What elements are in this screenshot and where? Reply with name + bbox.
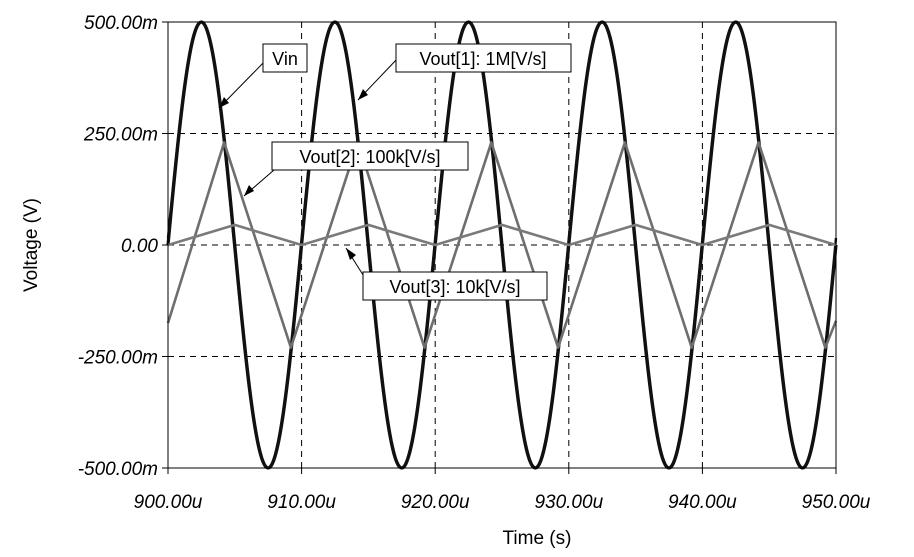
- x-tick-label: 930.00u: [534, 492, 603, 513]
- annotation-vout1-arrow: [358, 89, 368, 100]
- series-line-3: [166, 141, 838, 349]
- y-tick-label: 500.00m: [84, 13, 158, 34]
- series-line-2: [166, 20, 838, 470]
- x-tick-label: 900.00u: [134, 492, 203, 513]
- x-tick-label: 910.00u: [267, 492, 336, 513]
- x-tick-label: 950.00u: [802, 492, 871, 513]
- y-axis-label: Voltage (V): [21, 198, 42, 292]
- annotation-vout2: Vout[2]: 100k[V/s]: [243, 141, 469, 197]
- annotation-vin-box: [262, 43, 308, 73]
- annotation-vout3-text: Vout[3]: 10k[V/s]: [389, 277, 520, 297]
- annotation-vout2-box: [271, 141, 469, 171]
- y-tick-label: 0.00: [121, 236, 158, 257]
- annotation-vout1-text: Vout[1]: 1M[V/s]: [419, 49, 546, 69]
- y-tick-label: 250.00m: [83, 125, 158, 146]
- x-axis-label: Time (s): [503, 528, 572, 549]
- series-line-4: [167, 223, 837, 247]
- x-tick-label: 920.00u: [401, 492, 470, 513]
- annotation-vout2-text: Vout[2]: 100k[V/s]: [299, 147, 440, 167]
- annotation-vout2-arrow: [244, 185, 254, 196]
- annotation-vout3-box: [362, 271, 548, 301]
- x-tick-label: 940.00u: [668, 492, 737, 513]
- x-axis-ticks: 900.00u 910.00u 920.00u 930.00u 940.00u 950.0…: [134, 468, 871, 513]
- annotation-vout1: Vout[1]: 1M[V/s]: [357, 43, 572, 101]
- series-layer: [166, 20, 838, 470]
- annotation-vin-leader: [218, 57, 269, 109]
- y-tick-label: -250.00m: [78, 348, 158, 369]
- annotation-vout1-box: [395, 43, 572, 73]
- annotation-vin: Vin: [218, 43, 308, 109]
- y-tick-label: -500.00m: [78, 459, 158, 480]
- annotation-vout3-arrow: [346, 248, 356, 260]
- annotation-vout3: Vout[3]: 10k[V/s]: [345, 247, 548, 301]
- annotation-vin-text: Vin: [272, 49, 298, 69]
- y-axis-ticks: 500.00m 250.00m 0.00 -250.00m -500.00m: [78, 13, 168, 480]
- annotation-vin-arrow: [219, 97, 229, 108]
